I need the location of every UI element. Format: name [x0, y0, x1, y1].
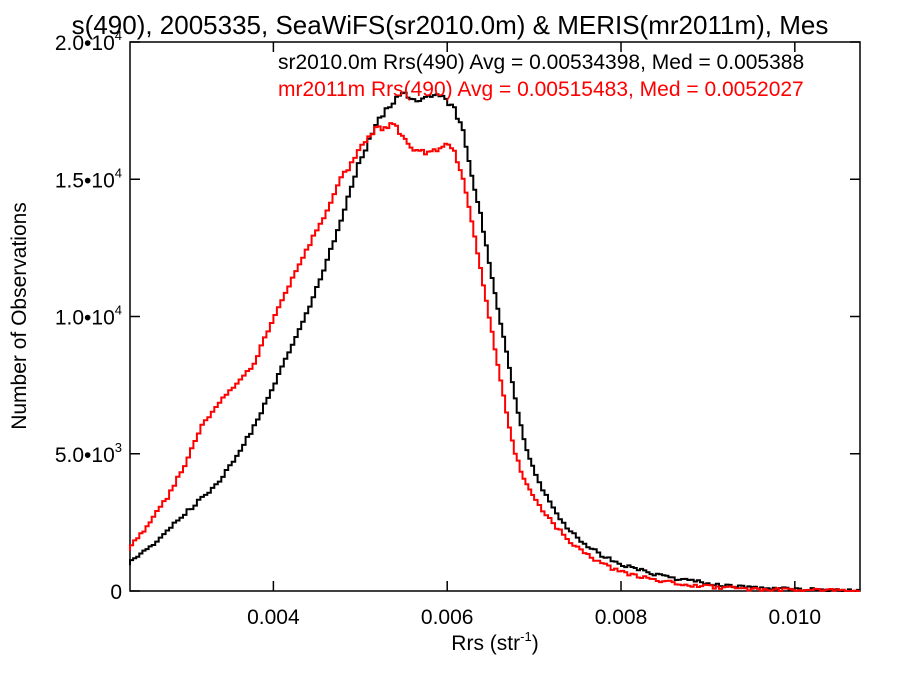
y-tick-label-4: 2.0•104	[55, 28, 122, 55]
y-tick-label-3: 1.5•104	[55, 165, 122, 192]
series-layer	[129, 91, 860, 592]
x-tick-label-0: 0.004	[247, 606, 300, 629]
legend-entry-red: mr2011m Rrs(490) Avg = 0.00515483, Med =…	[278, 78, 804, 101]
y-axis-label: Number of Observations	[8, 202, 31, 430]
x-tick-label-1: 0.006	[421, 606, 474, 629]
y-tick-label-0: 0	[110, 581, 122, 604]
chart-title: s(490), 2005335, SeaWiFS(sr2010.0m) & ME…	[72, 10, 829, 40]
y-axis: 0 5.0•103 1.0•104 1.5•104 2.0•104	[55, 28, 860, 604]
x-axis-label: Rrs (str-1)	[451, 629, 538, 655]
x-axis: 0.004 0.006 0.008 0.010	[247, 42, 821, 629]
y-tick-label-2: 1.0•104	[55, 303, 122, 330]
legend: sr2010.0m Rrs(490) Avg = 0.00534398, Med…	[278, 51, 804, 101]
x-tick-label-2: 0.008	[595, 606, 648, 629]
y-tick-label-1: 5.0•103	[55, 440, 122, 467]
x-tick-label-3: 0.010	[769, 606, 822, 629]
plot-frame	[129, 41, 861, 592]
series-line-1	[129, 122, 860, 592]
series-line-0	[129, 91, 860, 592]
legend-entry-black: sr2010.0m Rrs(490) Avg = 0.00534398, Med…	[278, 51, 804, 74]
